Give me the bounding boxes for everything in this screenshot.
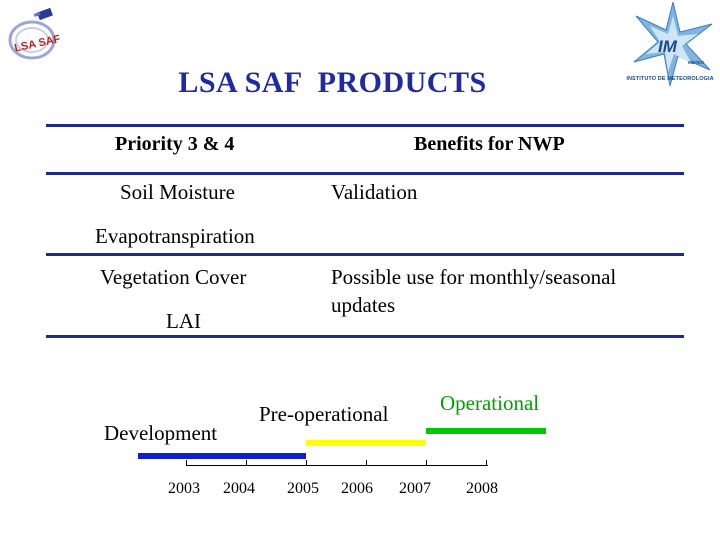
cell-updates: updates (331, 293, 396, 317)
cell-soil-moisture: Soil Moisture (120, 180, 235, 204)
year-tick (186, 460, 187, 466)
im-logo-brand: METEO (688, 60, 705, 65)
year-tick (486, 460, 487, 466)
phase-bar-development (138, 453, 306, 459)
year-tick (306, 460, 307, 466)
phase-label-pre-operational: Pre-operational (259, 402, 389, 426)
year-label: 2005 (287, 480, 319, 497)
year-tick (246, 460, 247, 466)
table-mid-rule (46, 253, 684, 256)
year-label: 2006 (341, 480, 373, 497)
timeline-axis (186, 465, 488, 466)
year-tick (366, 460, 367, 466)
year-label: 2007 (399, 480, 431, 497)
year-label: 2003 (168, 480, 200, 497)
year-label: 2004 (223, 480, 255, 497)
lsa-saf-logo: LSA SAF (8, 7, 62, 60)
phase-bar-operational (426, 428, 546, 434)
header-priority: Priority 3 & 4 (115, 133, 235, 155)
cell-evapotranspiration: Evapotranspiration (95, 224, 255, 248)
year-label: 2008 (466, 480, 498, 497)
phase-bar-pre-operational (306, 440, 426, 446)
header-benefits: Benefits for NWP (414, 133, 565, 155)
table-top-rule (46, 124, 684, 127)
cell-validation: Validation (331, 180, 418, 204)
phase-label-development: Development (104, 421, 218, 445)
svg-text:IM: IM (658, 37, 678, 56)
im-logo-caption: INSTITUTO DE METEOROLOGIA (626, 76, 714, 82)
cell-possible-use: Possible use for monthly/seasonal (331, 265, 617, 289)
phase-label-operational: Operational (440, 391, 540, 415)
cell-lai: LAI (166, 309, 201, 333)
im-logo: IM (633, 2, 713, 87)
cell-vegetation-cover: Vegetation Cover (100, 265, 247, 289)
year-tick (426, 460, 427, 466)
slide-title: LSA SAF PRODUCTS (178, 66, 487, 99)
table-bottom-rule (46, 335, 684, 338)
table-header-rule (46, 172, 684, 175)
